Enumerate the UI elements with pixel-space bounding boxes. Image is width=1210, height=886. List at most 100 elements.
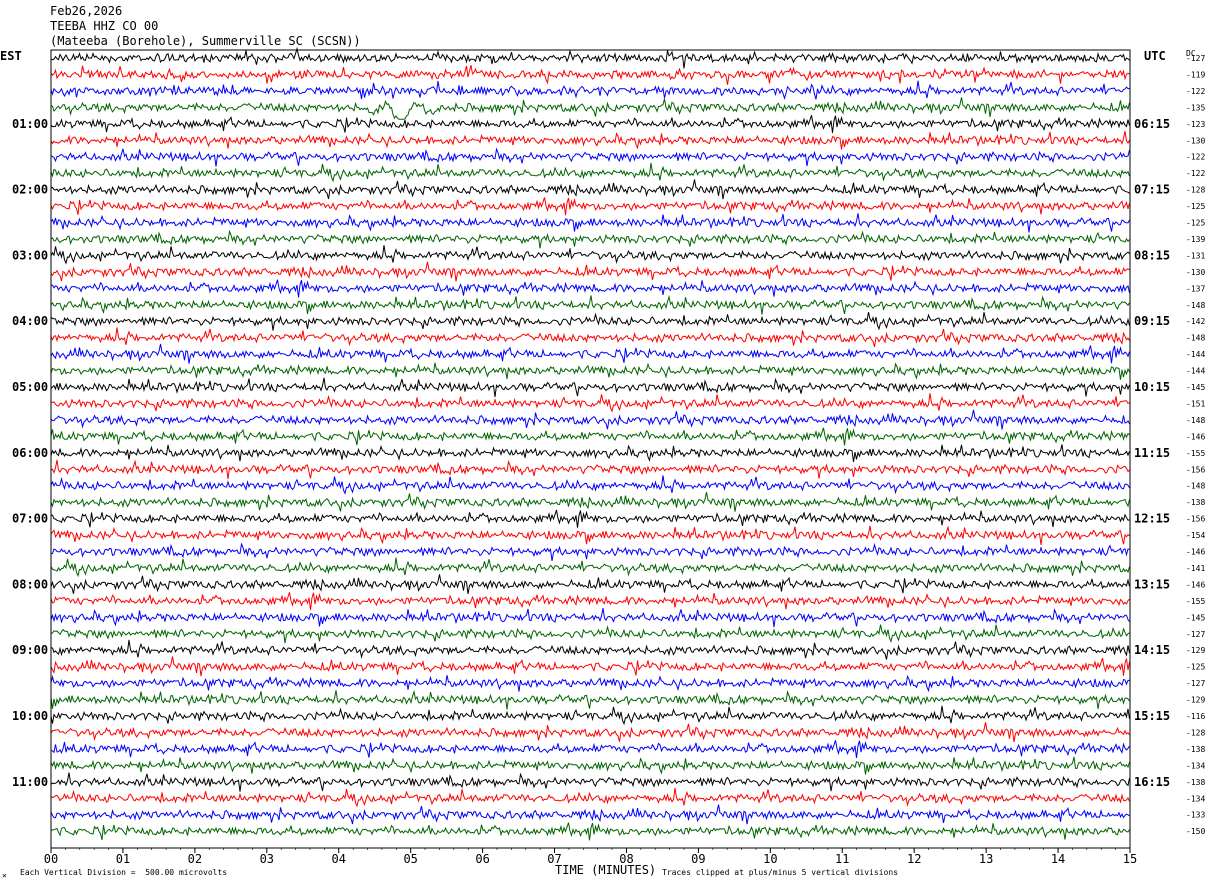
trace-14	[50, 261, 1130, 282]
trace-22	[50, 393, 1130, 413]
dc-offset-label: -127	[1186, 630, 1205, 639]
x-tick-label: 04	[332, 852, 346, 866]
dc-offset-label: -119	[1186, 70, 1205, 79]
dc-offset-label: -155	[1186, 449, 1205, 458]
trace-36	[50, 624, 1130, 644]
dc-offset-label: -125	[1186, 202, 1205, 211]
utc-hour-label: 16:15	[1134, 775, 1170, 789]
utc-hour-label: 11:15	[1134, 446, 1170, 460]
trace-40	[50, 689, 1130, 710]
dc-offset-label: -134	[1186, 761, 1205, 770]
x-tick-label: 08	[619, 852, 633, 866]
trace-35	[50, 608, 1130, 628]
x-axis-title: TIME (MINUTES)	[555, 863, 657, 877]
dc-offset-label: -139	[1186, 235, 1205, 244]
dc-offset-label: -134	[1186, 794, 1205, 803]
trace-19	[50, 343, 1130, 364]
trace-13	[50, 245, 1130, 265]
trace-33	[50, 574, 1130, 594]
est-hour-label: 08:00	[12, 577, 48, 591]
dc-offset-label: -154	[1186, 531, 1205, 540]
dc-offset-label: -128	[1186, 728, 1205, 737]
trace-28	[50, 491, 1130, 512]
trace-15	[51, 279, 1130, 298]
dc-offset-label: -148	[1186, 416, 1205, 425]
dc-offset-label: -142	[1186, 317, 1205, 326]
utc-hour-label: 06:15	[1134, 117, 1170, 131]
header-channel: TEEBA HHZ CO 00	[50, 19, 159, 33]
dc-offset-label: -146	[1186, 432, 1205, 441]
trace-7	[50, 147, 1130, 167]
trace-29	[51, 509, 1130, 528]
dc-offset-label: -123	[1186, 120, 1205, 129]
dc-offset-label: -148	[1186, 301, 1205, 310]
utc-hour-label: 12:15	[1134, 512, 1170, 526]
dc-label: DC	[1186, 49, 1196, 58]
dc-offset-label: -116	[1186, 712, 1205, 721]
trace-24	[50, 427, 1130, 446]
trace-42	[50, 722, 1130, 743]
dc-offset-label: -151	[1186, 399, 1205, 408]
trace-44	[50, 756, 1130, 775]
trace-23	[50, 409, 1130, 430]
dc-offset-label: -127	[1186, 679, 1205, 688]
x-tick-label: 15	[1123, 852, 1137, 866]
dc-offset-label: -145	[1186, 383, 1205, 392]
trace-32	[50, 557, 1130, 578]
x-tick-label: 01	[116, 852, 130, 866]
trace-31	[50, 542, 1130, 561]
trace-1	[50, 46, 1130, 69]
est-hour-label: 01:00	[12, 117, 48, 131]
scale-note: Each Vertical Division = 500.00 microvol…	[20, 868, 228, 877]
utc-hour-label: 13:15	[1134, 577, 1170, 591]
dc-offset-label: -125	[1186, 219, 1205, 228]
est-hour-label: 02:00	[12, 183, 48, 197]
est-hour-label: 11:00	[12, 775, 48, 789]
x-tick-label: 00	[44, 852, 58, 866]
est-hour-label: 04:00	[12, 314, 48, 328]
trace-37	[50, 639, 1130, 660]
dc-offset-label: -127	[1186, 54, 1205, 63]
trace-38	[50, 656, 1130, 677]
x-tick-label: 03	[260, 852, 274, 866]
x-tick-label: 05	[403, 852, 417, 866]
trace-20	[50, 362, 1130, 380]
trace-46	[50, 787, 1130, 808]
x-tick-label: 14	[1051, 852, 1065, 866]
x-tick-label: 09	[691, 852, 705, 866]
trace-41	[50, 705, 1130, 726]
utc-label: UTC	[1144, 49, 1166, 63]
trace-8	[50, 162, 1130, 183]
x-tick-label: 10	[763, 852, 777, 866]
dc-offset-label: -137	[1186, 284, 1205, 293]
utc-hour-label: 07:15	[1134, 183, 1170, 197]
trace-12	[50, 229, 1130, 249]
x-tick-label: 07	[547, 852, 561, 866]
trace-11	[50, 213, 1130, 233]
dc-offset-label: -141	[1186, 564, 1205, 573]
x-tick-label: 02	[188, 852, 202, 866]
dc-offset-label: -156	[1186, 465, 1205, 474]
trace-6	[50, 130, 1130, 150]
dc-offset-label: -125	[1186, 663, 1205, 672]
trace-27	[50, 475, 1130, 495]
dc-offset-label: -148	[1186, 334, 1205, 343]
label-layer: 00 01 02 03 04 05 06 07 08 09 10 11 12 13 14 15 01:00 06:…	[12, 54, 1205, 866]
dc-offset-label: -130	[1186, 268, 1205, 277]
trace-45	[50, 772, 1130, 792]
dc-offset-label: -135	[1186, 103, 1205, 112]
dc-offset-label: -156	[1186, 515, 1205, 524]
est-hour-label: 10:00	[12, 709, 48, 723]
est-hour-label: 06:00	[12, 446, 48, 460]
dc-offset-label: -130	[1186, 136, 1205, 145]
utc-hour-label: 09:15	[1134, 314, 1170, 328]
dc-offset-label: -128	[1186, 186, 1205, 195]
dc-offset-label: -122	[1186, 153, 1205, 162]
est-hour-label: 09:00	[12, 643, 48, 657]
trace-9	[50, 179, 1130, 200]
dc-offset-label: -145	[1186, 613, 1205, 622]
trace-10	[50, 197, 1130, 216]
dc-offset-label: -146	[1186, 548, 1205, 557]
trace-48	[50, 822, 1130, 841]
est-hour-label: 03:00	[12, 248, 48, 262]
